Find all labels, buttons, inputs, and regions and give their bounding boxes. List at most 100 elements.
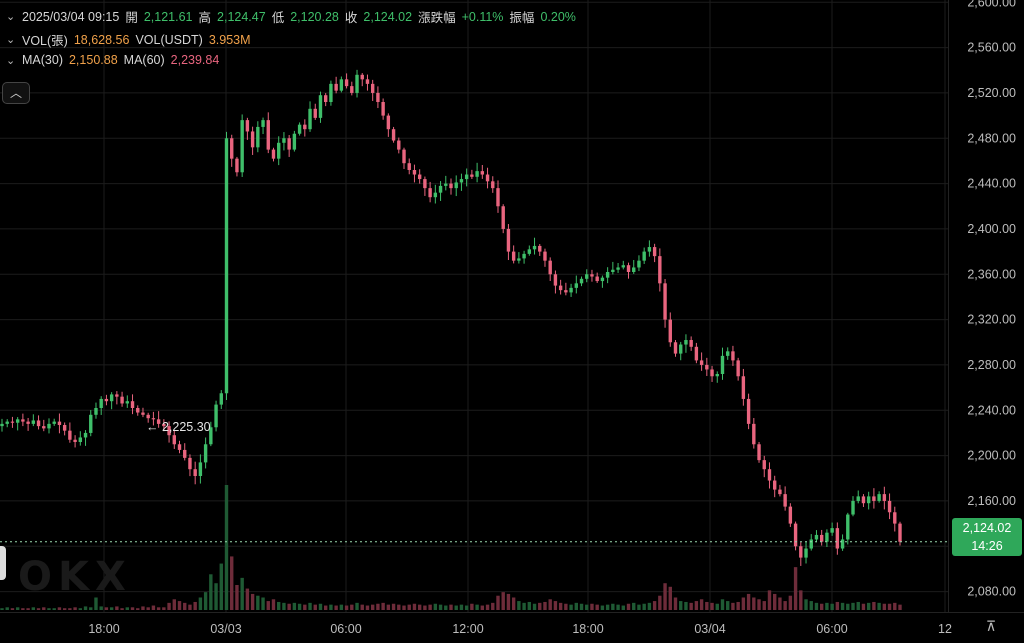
candle-body	[846, 514, 850, 540]
volume-bar	[193, 601, 197, 610]
candle-body	[699, 360, 704, 365]
candle-body	[491, 181, 495, 189]
candle-body	[856, 496, 860, 501]
volume-bar	[266, 601, 270, 610]
volume-bar	[412, 603, 417, 610]
volume-bar	[538, 602, 542, 610]
chevron-down-icon[interactable]: ⌄	[6, 54, 16, 67]
candle-body	[501, 206, 505, 229]
volume-bar	[720, 599, 725, 610]
candle-body	[203, 444, 208, 463]
volume-bar	[882, 603, 887, 610]
volume-bar	[511, 597, 516, 610]
volume-bar	[104, 607, 109, 610]
candle-body	[370, 83, 375, 93]
volume-bar	[558, 602, 563, 610]
candle-body	[162, 423, 166, 427]
volume-bar	[240, 577, 244, 610]
candle-body	[188, 457, 192, 470]
candle-body	[652, 247, 657, 257]
open-label: 開	[125, 11, 138, 25]
candle-body	[600, 277, 605, 282]
candle-body	[866, 496, 871, 504]
candle-body	[830, 528, 834, 533]
candle-body	[746, 398, 751, 424]
candle-body	[120, 396, 124, 404]
auto-scale-icon[interactable]: ⊼	[985, 618, 997, 634]
candle-body	[632, 267, 636, 272]
volume-bar	[172, 599, 176, 610]
volume-bar	[605, 604, 610, 610]
candle-body	[136, 408, 140, 413]
candle-body	[52, 421, 56, 424]
y-tick-label: 2,440.00	[967, 177, 1016, 191]
candle-body	[882, 494, 887, 501]
candle-body	[141, 412, 145, 415]
candle-body	[626, 265, 631, 272]
volume-bar	[120, 608, 124, 610]
chevron-down-icon[interactable]: ⌄	[6, 34, 16, 46]
candle-body	[585, 274, 589, 279]
volume-bar	[78, 608, 83, 610]
candle-body	[271, 149, 276, 159]
candle-body	[104, 398, 109, 402]
collapse-legend-button[interactable]: ︿	[2, 82, 30, 104]
candle-body	[62, 425, 67, 431]
grid	[0, 0, 948, 612]
volume-bar	[830, 603, 834, 610]
x-tick-label: 18:00	[88, 622, 119, 636]
volume-bar	[459, 604, 464, 610]
volume-bar	[167, 602, 171, 610]
drag-handle[interactable]	[0, 546, 6, 580]
volume-bar	[715, 603, 719, 610]
volume-bar	[21, 608, 25, 610]
candle-body	[809, 539, 813, 549]
candle-body	[558, 285, 563, 291]
volume-bar	[26, 608, 30, 610]
volume-bar	[809, 601, 813, 610]
volume-bar	[15, 607, 20, 610]
x-tick-label: 03/03	[210, 622, 241, 636]
volume-bar	[621, 605, 625, 610]
candle-body	[329, 83, 333, 102]
volume-bar	[130, 607, 135, 610]
volume-bar	[663, 583, 667, 610]
candle-body	[887, 500, 892, 513]
candle-body	[417, 174, 422, 180]
volume-bar	[376, 603, 380, 610]
candle-body	[532, 245, 537, 250]
volume-bar	[261, 597, 265, 610]
candle-body	[277, 142, 281, 159]
volume-bar	[569, 604, 573, 610]
volume-bar	[52, 608, 56, 610]
chevron-down-icon[interactable]: ⌄	[6, 11, 16, 23]
ma30-value: 2,150.88	[68, 53, 118, 67]
candle-body	[397, 140, 401, 150]
candle-body	[752, 423, 756, 445]
volume-bar	[151, 605, 156, 610]
volume-legend: ⌄ VOL(張) 18,628.56 VOL(USDT) 3.953M	[6, 30, 251, 49]
volume-bar	[99, 606, 103, 610]
candle-body	[198, 462, 203, 476]
y-tick-label: 2,560.00	[967, 41, 1016, 55]
candle-body	[574, 283, 578, 288]
volume-bar	[491, 602, 495, 610]
volume-bar	[188, 604, 192, 610]
chevron-up-icon: ︿	[9, 86, 22, 100]
candle-body	[835, 528, 840, 549]
candle-body	[219, 393, 223, 405]
okx-watermark: OKX	[18, 554, 132, 600]
volume-bar	[303, 604, 307, 610]
candle-body	[355, 74, 359, 93]
volume-bar	[866, 602, 871, 610]
candle-body	[736, 360, 740, 377]
volume-bar	[506, 593, 511, 610]
volume-bar	[579, 603, 584, 610]
volume-bar	[731, 602, 735, 610]
volume-bar	[548, 599, 552, 610]
low-marker-label: ← 2,225.30	[146, 420, 211, 434]
candle-body	[42, 426, 46, 429]
volume-bar	[31, 607, 36, 610]
volume-bar	[146, 607, 150, 610]
